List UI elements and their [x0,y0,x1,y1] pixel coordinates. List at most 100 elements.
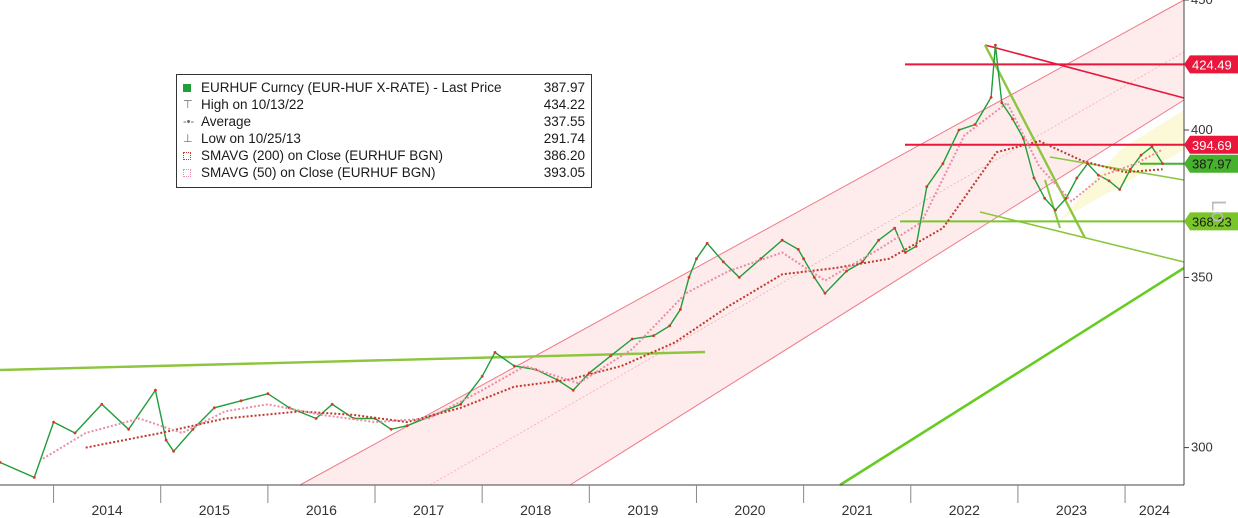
series-point-0-29 [609,354,613,358]
series-point-0-48 [893,226,897,230]
series-point-0-69 [1129,167,1132,171]
series-point-0-63 [1064,196,1068,200]
legend-row-low: ⊥ Low on 10/25/13 291.74 [183,130,585,147]
lower-fan-trendline [979,211,1185,263]
series-point-0-40 [780,238,784,242]
legend-label: Average [201,114,252,129]
series-point-0-32 [668,324,672,328]
legend-value: 393.05 [543,165,585,180]
legend-value: 387.97 [543,80,585,95]
legend-label: SMAVG (200) on Close (EURHUF BGN) [201,148,444,163]
low-marker-icon: ⊥ [183,133,193,145]
long-support-trendline [0,350,706,372]
legend-label: High on 10/13/22 [201,97,304,112]
series-point-0-41 [796,248,800,251]
axis-note: Lo [1207,200,1229,222]
legend-label: SMAVG (50) on Close (EURHUF BGN) [201,165,436,180]
legend-value: 434.22 [543,97,585,112]
rising-support-trendline [839,266,1185,487]
legend-value: 337.55 [543,114,585,129]
x-tick-label-9: 2023 [1056,502,1087,518]
series-point-0-28 [587,371,591,375]
legend-value: 386.20 [543,148,585,163]
series-point-0-27 [571,388,575,392]
price-tag-label-0: 424.49 [1192,57,1232,72]
legend-row-high: ⊤ High on 10/13/22 434.22 [183,96,585,113]
series-point-0-10 [212,406,216,410]
last-price-swatch-icon [183,83,201,92]
price-tag-bg-2 [1184,154,1238,173]
price-tags: 424.49 394.69 387.97 368.23 [1184,55,1238,231]
x-tick-label-6: 2020 [734,502,765,518]
x-tick-label-3: 2017 [413,502,444,518]
series-point-0-47 [877,238,880,242]
high-marker-icon: ⊤ [183,99,193,111]
series-point-0-38 [737,276,741,279]
series-point-0-8 [172,449,176,453]
series-point-0-21 [459,402,463,406]
upper-fan-trendline [1049,156,1185,181]
series-point-0-43 [812,276,816,279]
price-tag-1: 394.69 [1184,135,1238,154]
y-tick-label-2: 400 [1191,122,1213,137]
regression-channel [299,0,1185,486]
price-tag-label-3: 368.23 [1192,214,1232,229]
series-point-0-23 [493,351,497,354]
y-tick-label-0: 300 [1191,440,1213,455]
series-point-0-58 [1011,117,1014,121]
y-axis: 300 350 400 450 [1183,0,1213,485]
series-point-0-66 [1096,173,1100,177]
series-point-0-52 [941,162,945,166]
series-point-0-62 [1054,208,1057,212]
series-point-0-2 [52,420,55,424]
series-point-0-1 [32,476,36,479]
series-line-1 [85,140,1163,449]
series-point-0-68 [1118,188,1122,191]
resistance-trendline [984,44,1185,99]
price-tag-bg-3 [1184,212,1238,231]
price-tag-bg-1 [1184,135,1238,154]
series-line-2 [42,101,1164,460]
sma50-swatch-icon [183,168,201,177]
x-tick-label-0: 2014 [92,502,123,518]
series-point-0-53 [957,128,961,132]
series-point-0-15 [330,402,334,406]
series-point-0-42 [802,257,805,261]
series-point-0-34 [687,276,691,279]
series-point-0-72 [1161,162,1164,166]
series-point-0-54 [973,123,977,126]
short-trendline [1044,179,1061,229]
legend-value: 291.74 [543,131,585,146]
price-tag-0: 424.49 [1184,55,1238,74]
sma200-swatch-icon [183,151,201,160]
legend-row-last-price: EURHUF Curncy (EUR-HUF X-RATE) - Last Pr… [183,79,585,96]
series-point-0-45 [845,269,848,273]
price-tag-3: 368.23 [1184,212,1238,231]
legend-row-average: -•- Average 337.55 [183,113,585,130]
series-point-0-24 [512,364,516,368]
price-tag-label-2: 387.97 [1192,157,1232,172]
series-point-0-3 [73,431,77,435]
legend-row-sma200: SMAVG (200) on Close (EURHUF BGN) 386.20 [183,147,585,164]
x-tick-label-4: 2018 [520,502,551,518]
series-point-0-64 [1075,176,1079,180]
price-tag-label-1: 394.69 [1192,138,1232,153]
series-point-0-61 [1043,196,1047,200]
series-point-0-33 [679,308,682,311]
series-point-0-11 [239,399,243,403]
price-tag-2: 387.97 [1184,154,1238,173]
series-point-0-14 [314,417,318,420]
series-point-0-60 [1032,176,1036,180]
average-marker-icon: -•- [183,115,195,128]
series-point-0-0 [0,461,2,464]
minor-channel-band [1060,110,1184,220]
legend-label: EURHUF Curncy (EUR-HUF X-RATE) - Last Pr… [201,80,502,95]
channel-upper-line [299,0,1185,486]
x-axis: 2014 2015 2016 2017 2018 2019 2020 2021 2022 2023… [0,484,1184,518]
legend-row-sma50: SMAVG (50) on Close (EURHUF BGN) 393.05 [183,164,585,181]
series-point-0-4 [100,402,104,406]
channel-lower-line [569,99,1185,486]
series-point-0-19 [405,424,409,428]
series-point-0-49 [904,251,907,254]
